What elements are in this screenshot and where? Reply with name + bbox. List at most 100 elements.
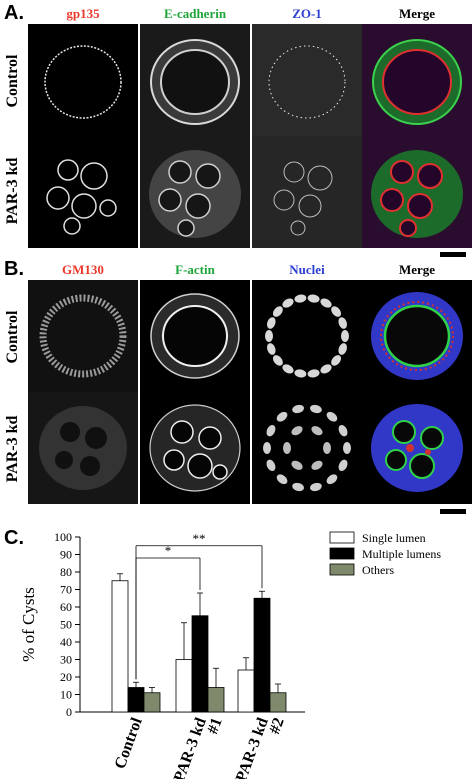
panel-a-col-merge: Merge bbox=[398, 6, 436, 21]
nucleus-shape bbox=[272, 355, 283, 366]
x-category-label: #1 bbox=[204, 716, 225, 737]
nucleus-shape bbox=[323, 442, 331, 454]
bar bbox=[237, 669, 255, 713]
nucleus-shape bbox=[266, 424, 276, 437]
panel-b-col-gm130: GM130 bbox=[62, 262, 104, 277]
nucleus-shape bbox=[283, 442, 291, 454]
panel-a-par3kd-merge-image bbox=[362, 136, 472, 248]
y-tick-label: 30 bbox=[60, 653, 72, 667]
x-category-label: PAR-3 kd bbox=[233, 715, 272, 779]
panel-b-col-merge: Merge bbox=[398, 262, 436, 277]
panel-c-letter: C. bbox=[4, 527, 24, 549]
y-tick-label: 70 bbox=[60, 583, 72, 597]
nucleus-shape bbox=[282, 298, 294, 308]
nucleus-shape bbox=[292, 404, 305, 414]
legend-swatch bbox=[329, 563, 355, 576]
nucleus-shape bbox=[267, 343, 276, 355]
nucleus-shape bbox=[266, 459, 276, 472]
y-tick-label: 50 bbox=[60, 618, 72, 632]
bar bbox=[253, 597, 271, 713]
panel-b-control-factin-image bbox=[140, 280, 250, 392]
nucleus-shape bbox=[311, 460, 323, 470]
x-category-label: #2 bbox=[266, 716, 287, 737]
panel-b-row-par3kd: PAR-3 kd bbox=[4, 415, 21, 483]
bar bbox=[143, 692, 161, 713]
nucleus-shape bbox=[338, 343, 347, 355]
y-tick-label: 80 bbox=[60, 565, 72, 579]
significance-label: * bbox=[165, 543, 172, 558]
panel-b-control-gm130-image bbox=[28, 280, 138, 392]
panel-b-col-factin: F-actin bbox=[175, 262, 215, 277]
panel-b-par3kd-nuclei-image bbox=[252, 392, 362, 504]
nucleus-shape bbox=[338, 459, 348, 472]
nucleus-shape bbox=[267, 317, 276, 329]
nucleus-shape bbox=[282, 364, 294, 374]
nucleus-shape bbox=[338, 317, 347, 329]
nucleus-shape bbox=[291, 426, 303, 436]
panel-a-row-control: Control bbox=[4, 54, 21, 108]
y-tick-label: 10 bbox=[60, 688, 72, 702]
legend-label: Others bbox=[362, 563, 394, 577]
nucleus-shape bbox=[307, 294, 320, 303]
chart-bars bbox=[111, 573, 287, 713]
panel-a-letter: A. bbox=[4, 2, 24, 24]
nucleus-shape bbox=[326, 474, 338, 485]
legend-label: Multiple lumens bbox=[362, 547, 441, 561]
x-category-label: Control bbox=[112, 715, 146, 771]
legend-swatch bbox=[329, 531, 355, 544]
nucleus-shape bbox=[331, 306, 342, 317]
panel-b-scale-bar bbox=[440, 509, 466, 514]
x-category-label: PAR-3 kd bbox=[171, 715, 210, 779]
panel-b-col-nuclei: Nuclei bbox=[289, 262, 325, 277]
panel-b-par3kd-factin-image bbox=[140, 392, 250, 504]
nucleus-shape bbox=[294, 369, 307, 378]
panel-a-col-gp135: gp135 bbox=[66, 6, 100, 21]
panel-b-control-nuclei-image bbox=[252, 280, 362, 392]
nucleus-shape bbox=[272, 306, 283, 317]
nucleus-shape bbox=[320, 364, 332, 374]
nucleus-shape bbox=[311, 426, 323, 436]
panel-b-row-control: Control bbox=[4, 310, 21, 364]
panel-b-par3kd-merge-image bbox=[362, 392, 472, 504]
panel-a-scale-bar bbox=[440, 252, 466, 257]
legend-swatch bbox=[329, 547, 355, 560]
nucleus-shape bbox=[263, 442, 271, 454]
panel-a-par3kd-gp135-image bbox=[28, 136, 138, 248]
nucleus-shape bbox=[309, 482, 322, 492]
nucleus-shape bbox=[309, 404, 322, 414]
nucleus-shape bbox=[292, 482, 305, 492]
chart-significance: *** bbox=[135, 531, 263, 680]
panel-a-par3kd-ecadherin-image bbox=[140, 136, 250, 248]
panel-b-control-merge-image bbox=[362, 280, 472, 392]
y-axis-title: % of Cysts bbox=[19, 587, 38, 662]
lumen-bar-chart: 0 10 20 30 40 50 60 70 80 90 100% of Cysts * ** Sin… bbox=[0, 520, 474, 784]
nucleus-shape bbox=[331, 355, 342, 366]
nucleus-shape bbox=[320, 298, 332, 308]
panel-b-par3kd-gm130-image bbox=[28, 392, 138, 504]
bar bbox=[111, 580, 129, 713]
nucleus-shape bbox=[291, 460, 303, 470]
panel-a-control-zo1-image bbox=[252, 24, 362, 136]
legend-label: Single lumen bbox=[362, 531, 426, 545]
nucleus-shape bbox=[338, 424, 348, 437]
bar bbox=[127, 687, 145, 713]
panel-a-control-ecadherin-image bbox=[140, 24, 250, 136]
chart-x-labels: Control PAR-3 kd#1 PAR-3 kd#2 bbox=[112, 715, 288, 784]
bar bbox=[207, 687, 225, 713]
nucleus-shape bbox=[294, 294, 307, 303]
nucleus-shape bbox=[276, 411, 288, 422]
panel-a-control-merge-image bbox=[362, 24, 472, 136]
bar bbox=[269, 692, 287, 713]
chart-legend: Single lumen Multiple lumens Others bbox=[329, 531, 441, 577]
y-tick-label: 60 bbox=[60, 600, 72, 614]
y-tick-label: 20 bbox=[60, 670, 72, 684]
panel-a-row-par3kd: PAR-3 kd bbox=[4, 157, 21, 225]
nucleus-shape bbox=[326, 411, 338, 422]
bar bbox=[175, 659, 193, 713]
panel-b-letter: B. bbox=[4, 258, 24, 280]
nucleus-shape bbox=[341, 330, 349, 342]
nucleus-shape bbox=[307, 369, 320, 378]
y-tick-label: 0 bbox=[66, 705, 72, 719]
panel-a-control-gp135-image bbox=[28, 24, 138, 136]
